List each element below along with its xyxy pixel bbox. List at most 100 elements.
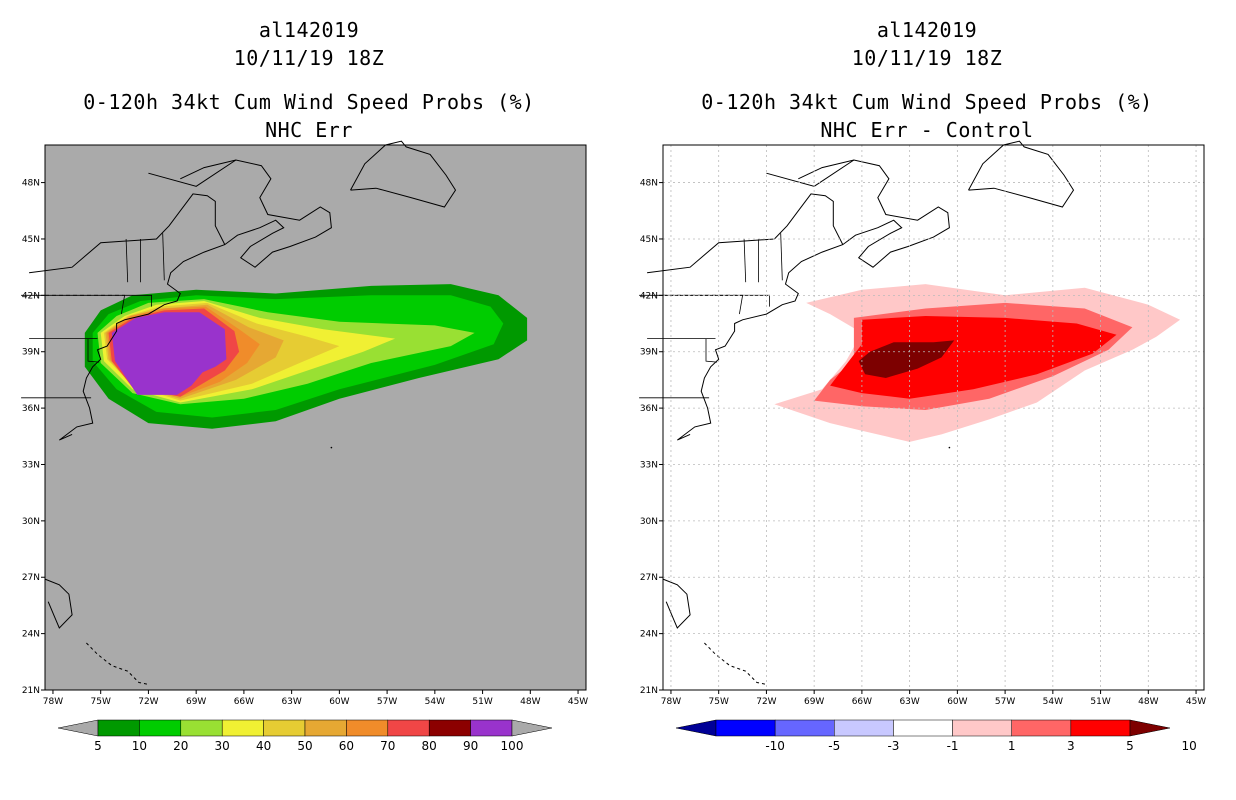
left-x-tick-label: 51W (472, 697, 492, 707)
left-y-tick-label: 36N (22, 404, 40, 414)
right-storm-id: al142019 (876, 18, 978, 42)
left-y-tick-label: 42N (22, 291, 40, 301)
left-x-tick-label: 54W (425, 697, 445, 707)
right-x-tick-label: 78W (661, 697, 681, 707)
left-colorbar-label: 80 (422, 739, 437, 753)
right-subtitle: NHC Err - Control (820, 118, 1034, 142)
left-y-tick-label: 27N (22, 573, 40, 583)
right-colorbar-swatch (952, 719, 1012, 737)
left-contour-fills (84, 284, 528, 429)
left-plot-background (45, 145, 586, 690)
right-y-tick-label: 39N (640, 348, 658, 358)
left-newfoundland-coast (350, 140, 457, 208)
left-x-tick-label: 75W (91, 697, 111, 707)
right-x-tick-label: 54W (1043, 697, 1063, 707)
left-y-tick-label: 45N (22, 235, 40, 245)
right-contour-10 (858, 340, 955, 378)
left-caribbean-islands (86, 642, 149, 685)
left-bahamas-coast (44, 578, 73, 629)
left-colorbar-label: 30 (215, 739, 230, 753)
left-x-tick-label: 63W (281, 697, 301, 707)
left-y-tick-label: 48N (22, 179, 40, 189)
left-y-tick-label: 21N (22, 686, 40, 696)
left-x-tick-label: 78W (43, 697, 63, 707)
left-colorbar-swatch (428, 719, 471, 737)
right-y-tick-label: 42N (640, 291, 658, 301)
left-y-tick-label: 24N (22, 630, 40, 640)
left-colorbar-label: 100 (501, 739, 524, 753)
right-bermuda (948, 446, 951, 449)
right-newfoundland-coast (968, 140, 1075, 208)
right-y-tick-label: 48N (640, 179, 658, 189)
right-x-tick-label: 51W (1090, 697, 1110, 707)
left-chart-panel: al142019 10/11/19 18Z 0-120h 34kt Cum Wi… (0, 0, 600, 800)
right-x-tick-label: 69W (804, 697, 824, 707)
left-contour-90 (111, 312, 227, 395)
right-colorbar-label: 5 (1126, 739, 1134, 753)
left-state-border (121, 294, 153, 315)
right-colorbar: -10 -5 -3 -1 1 3 5 10 (675, 719, 1197, 753)
right-colorbar-swatch (834, 719, 894, 737)
right-colorbar-over-arrow (1129, 719, 1171, 737)
right-colorbar-swatch (893, 719, 953, 737)
left-x-tick-label: 66W (234, 697, 254, 707)
right-state-border (743, 238, 747, 283)
left-storm-id: al142019 (258, 18, 360, 42)
right-y-tick-label: 45N (640, 235, 658, 245)
left-chart: 78W 75W 72W 69W 66W 63W 60W 57W 54W 51W 48W 45W 48N 4… (21, 140, 588, 753)
right-colorbar-label: -5 (828, 739, 840, 753)
left-x-tick-label: 72W (138, 697, 158, 707)
right-x-tick-label: 66W (852, 697, 872, 707)
left-x-tick-label: 57W (377, 697, 397, 707)
right-gridlines (663, 145, 1204, 691)
right-plot-frame (662, 144, 1205, 691)
left-product-title: 0-120h 34kt Cum Wind Speed Probs (%) (83, 90, 535, 114)
left-colorbar-label: 20 (173, 739, 188, 753)
left-state-border (87, 338, 100, 363)
left-datetime: 10/11/19 18Z (233, 46, 385, 70)
left-colorbar-label: 90 (463, 739, 478, 753)
right-product-title: 0-120h 34kt Cum Wind Speed Probs (%) (701, 90, 1153, 114)
right-chart-panel: al142019 10/11/19 18Z 0-120h 34kt Cum Wi… (618, 0, 1218, 800)
left-colorbar-swatch (139, 719, 182, 737)
left-state-border (125, 238, 129, 283)
right-colorbar-label: 3 (1067, 739, 1075, 753)
right-y-tick-label: 27N (640, 573, 658, 583)
left-colorbar-swatch (263, 719, 306, 737)
left-colorbar-label: 10 (132, 739, 147, 753)
right-datetime: 10/11/19 18Z (851, 46, 1003, 70)
right-state-border (780, 233, 783, 281)
right-chart: 78W 75W 72W 69W 66W 63W 60W 57W 54W 51W 48W 45W 48N 4… (639, 140, 1206, 753)
left-plot-frame (44, 144, 587, 691)
left-colorbar-swatch (470, 719, 513, 737)
left-colorbar: 5 10 20 30 40 50 60 70 80 90 100 (57, 719, 553, 753)
right-x-tick-label: 72W (756, 697, 776, 707)
right-y-tick-label: 30N (640, 517, 658, 527)
left-x-tick-label: 45W (568, 697, 588, 707)
right-colorbar-label: 10 (1182, 739, 1197, 753)
right-caribbean-islands (704, 642, 767, 685)
right-colorbar-swatch (1070, 719, 1131, 737)
left-colorbar-over-arrow (511, 719, 553, 737)
right-x-tick-label: 45W (1186, 697, 1206, 707)
right-colorbar-label: 1 (1008, 739, 1016, 753)
right-y-tick-label: 36N (640, 404, 658, 414)
right-colorbar-label: -3 (887, 739, 899, 753)
right-x-tick-label: 48W (1138, 697, 1158, 707)
right-contour-fills (774, 284, 1181, 442)
left-colorbar-label: 50 (297, 739, 312, 753)
left-colorbar-label: 40 (256, 739, 271, 753)
right-y-tick-label: 33N (640, 460, 658, 470)
left-colorbar-label: 70 (380, 739, 395, 753)
left-state-border (162, 233, 165, 281)
left-x-tick-label: 48W (520, 697, 540, 707)
left-colorbar-label: 5 (94, 739, 102, 753)
right-colorbar-swatch (1011, 719, 1072, 737)
right-x-tick-label: 57W (995, 697, 1015, 707)
right-x-tick-label: 63W (899, 697, 919, 707)
left-colorbar-under-arrow (57, 719, 99, 737)
right-state-border (739, 294, 771, 315)
left-colorbar-swatch (387, 719, 430, 737)
left-colorbar-swatch (304, 719, 347, 737)
right-us-canada-border (647, 193, 844, 274)
